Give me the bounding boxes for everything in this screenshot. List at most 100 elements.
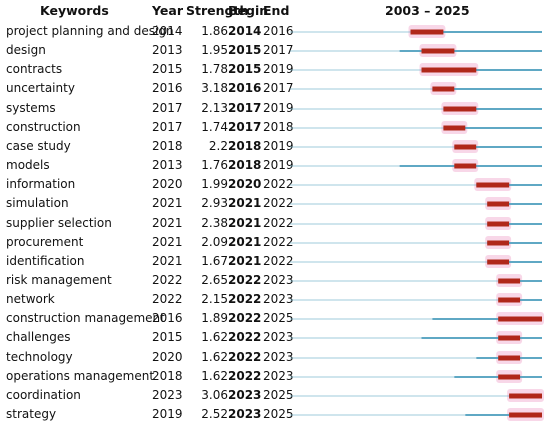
year-value: 2021 — [152, 196, 183, 211]
end-year: 2019 — [263, 100, 294, 115]
begin-year: 2016 — [228, 81, 262, 96]
burst-row: design 2013 1.95 2015 2017 — [0, 41, 550, 60]
burst-bar — [487, 240, 510, 246]
year-value: 2021 — [152, 215, 183, 230]
burst-row: case study 2018 2.2 2018 2019 — [0, 137, 550, 156]
burst-timeline — [290, 44, 542, 58]
end-year: 2017 — [263, 81, 294, 96]
keyword-label: construction — [6, 119, 81, 134]
strength-value: 2.52 — [201, 407, 228, 421]
begin-year: 2022 — [228, 349, 262, 364]
burst-timeline — [290, 312, 544, 326]
begin-year: 2015 — [228, 62, 262, 77]
strength-value: 1.89 — [201, 311, 228, 326]
year-value: 2015 — [152, 330, 183, 345]
burst-bar — [410, 29, 444, 35]
year-value: 2016 — [152, 311, 183, 326]
strength-value: 1.62 — [201, 330, 228, 345]
burst-row: systems 2017 2.13 2017 2019 — [0, 99, 550, 118]
begin-year: 2021 — [228, 253, 262, 268]
burst-timeline — [290, 331, 542, 345]
begin-year: 2022 — [228, 292, 262, 307]
keyword-label: procurement — [6, 234, 84, 249]
begin-year: 2014 — [228, 24, 262, 38]
burst-bar — [421, 67, 477, 73]
begin-year: 2022 — [228, 311, 262, 326]
strength-value: 1.86 — [201, 24, 228, 38]
year-value: 2018 — [152, 138, 183, 153]
burst-bar — [476, 182, 510, 188]
burst-bar — [432, 86, 455, 92]
burst-row: uncertainty 2016 3.18 2016 2017 — [0, 79, 550, 98]
header-strength: Strength — [186, 3, 249, 18]
begin-year: 2021 — [228, 215, 262, 230]
end-year: 2022 — [263, 234, 294, 249]
keyword-label: identification — [6, 253, 85, 268]
strength-value: 1.62 — [201, 368, 228, 383]
end-year: 2023 — [263, 292, 294, 307]
keyword-label: models — [6, 158, 50, 173]
year-value: 2022 — [152, 272, 183, 287]
end-year: 2023 — [263, 330, 294, 345]
end-year: 2019 — [263, 62, 294, 77]
strength-value: 2.15 — [201, 292, 228, 307]
burst-timeline — [290, 273, 542, 287]
burst-timeline — [290, 101, 542, 115]
strength-value: 2.65 — [201, 272, 228, 287]
burst-timeline — [290, 63, 542, 77]
burst-row: construction management 2016 1.89 2022 2025 — [0, 309, 550, 328]
end-year: 2022 — [263, 196, 294, 211]
strength-value: 1.95 — [201, 43, 228, 58]
strength-value: 1.67 — [201, 253, 228, 268]
year-value: 2021 — [152, 234, 183, 249]
burst-bar — [498, 316, 542, 322]
begin-year: 2017 — [228, 100, 262, 115]
keyword-label: strategy — [6, 407, 57, 421]
strength-value: 2.2 — [208, 138, 228, 153]
header-end: End — [263, 3, 290, 18]
burst-timeline — [290, 139, 542, 153]
burst-timeline — [290, 159, 542, 173]
burst-bar — [498, 278, 521, 284]
end-year: 2023 — [263, 272, 294, 287]
strength-value: 1.74 — [201, 119, 228, 134]
keyword-label: network — [6, 292, 55, 307]
burst-bar — [487, 221, 510, 226]
strength-value: 3.06 — [201, 387, 228, 402]
burst-timeline — [290, 197, 542, 211]
strength-value: 2.13 — [201, 100, 228, 115]
keyword-label: challenges — [6, 330, 71, 345]
burst-row: models 2013 1.76 2018 2019 — [0, 156, 550, 175]
burst-bar — [454, 144, 477, 150]
year-value: 2017 — [152, 119, 183, 134]
burst-timeline — [290, 25, 542, 38]
end-year: 2025 — [263, 311, 294, 326]
keyword-label: systems — [6, 100, 56, 115]
header-begin: Begin — [228, 3, 269, 18]
begin-year: 2023 — [228, 387, 262, 402]
begin-year: 2021 — [228, 234, 262, 249]
keyword-label: uncertainty — [6, 81, 75, 96]
burst-row: risk management 2022 2.65 2022 2023 — [0, 271, 550, 290]
strength-value: 1.62 — [201, 349, 228, 364]
burst-bar — [498, 335, 521, 341]
end-year: 2023 — [263, 368, 294, 383]
burst-timeline — [290, 120, 542, 134]
burst-timeline — [290, 178, 542, 192]
burst-row: technology 2020 1.62 2022 2023 — [0, 348, 550, 367]
burst-timeline — [290, 388, 544, 402]
end-year: 2025 — [263, 387, 294, 402]
burst-row: information 2020 1.99 2020 2022 — [0, 175, 550, 194]
begin-year: 2018 — [228, 138, 262, 153]
burst-row: procurement 2021 2.09 2021 2022 — [0, 233, 550, 252]
begin-year: 2021 — [228, 196, 262, 211]
begin-year: 2020 — [228, 177, 262, 192]
year-value: 2014 — [152, 24, 183, 38]
keyword-label: case study — [6, 138, 71, 153]
burst-row: coordination 2023 3.06 2023 2025 — [0, 386, 550, 405]
year-value: 2018 — [152, 368, 183, 383]
year-value: 2020 — [152, 177, 183, 192]
year-value: 2019 — [152, 407, 183, 421]
burst-bar — [498, 374, 521, 380]
